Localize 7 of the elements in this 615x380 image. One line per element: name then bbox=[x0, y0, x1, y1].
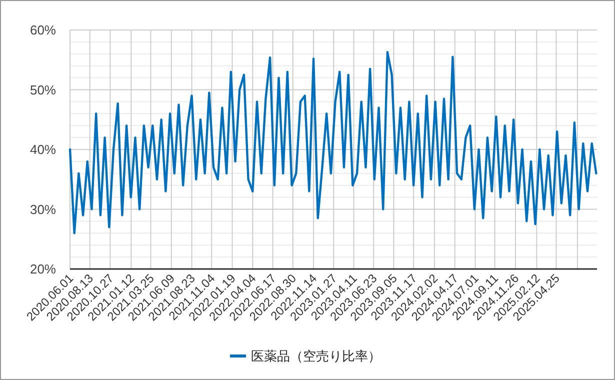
y-tick-label: 60% bbox=[30, 22, 56, 38]
y-tick-label: 50% bbox=[30, 82, 56, 98]
y-tick-label: 30% bbox=[30, 202, 56, 217]
y-tick-label: 40% bbox=[30, 142, 56, 157]
line-series bbox=[68, 51, 598, 234]
y-tick-label: 20% bbox=[30, 262, 56, 276]
legend: 医薬品（空売り比率） bbox=[230, 348, 381, 364]
